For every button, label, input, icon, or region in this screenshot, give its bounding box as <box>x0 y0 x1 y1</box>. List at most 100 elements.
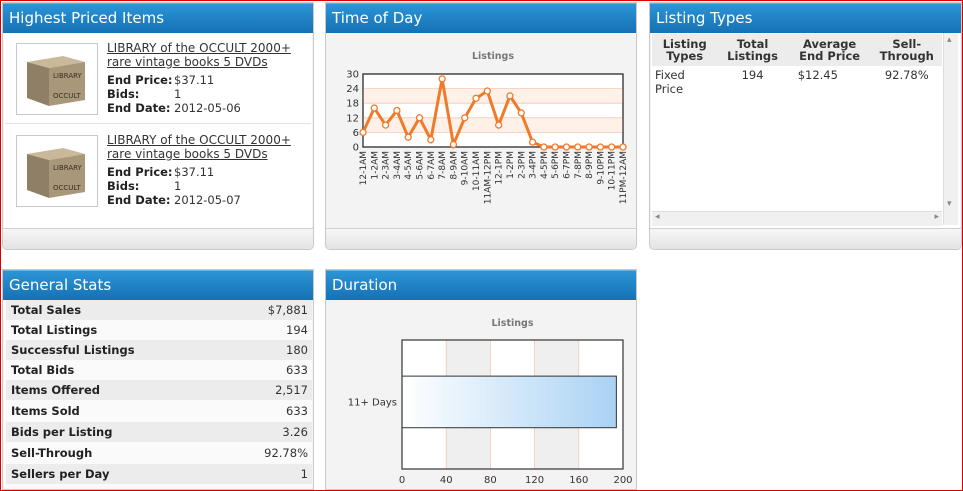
general-stats-body: Total Sales $7,881 Total Listings 194 Succ… <box>4 300 312 489</box>
stats-row-sellers-per-day: Sellers per Day 1 <box>6 464 312 484</box>
scroll-up-icon[interactable]: ▴ <box>947 35 952 45</box>
stats-row-bids-per-listing: Bids per Listing 3.26 <box>6 422 312 442</box>
grid-band <box>363 88 623 104</box>
y-tick-label: 0 <box>353 143 359 154</box>
x-tick-label: 4-5AM <box>404 151 414 180</box>
end-date-row: End Date: 2012-05-07 <box>107 193 241 207</box>
x-tick-label: 10-11AM <box>472 151 482 191</box>
table-row: Fixed Price 194 $12.45 92.78% <box>652 66 942 98</box>
listing-types-header: Listing Types <box>650 3 961 33</box>
item-title-link[interactable]: LIBRARY of the OCCULT 2000+ rare vintage… <box>107 133 291 161</box>
chart-title: Listings <box>472 51 514 62</box>
general-stats-panel: General Stats Total Sales $7,881 Total Li… <box>2 269 314 490</box>
svg-text:OCCULT: OCCULT <box>53 184 81 192</box>
scroll-right-icon[interactable]: ▸ <box>934 212 939 222</box>
x-tick-label: 11PM-12AM <box>619 151 629 204</box>
cell-sell-through: 92.78% <box>884 68 929 82</box>
data-point <box>438 75 446 83</box>
data-point <box>483 87 491 95</box>
item-title-link[interactable]: LIBRARY of the OCCULT 2000+ rare vintage… <box>107 41 291 69</box>
panel-footer <box>326 228 636 249</box>
data-point <box>370 104 378 112</box>
data-point <box>472 94 480 102</box>
data-point <box>608 143 616 151</box>
panel-footer <box>650 228 961 249</box>
x-tick-label: 12-1PM <box>495 151 505 185</box>
x-tick-label: 12-1AM <box>359 151 369 185</box>
data-point <box>506 92 514 100</box>
chart-title: Listings <box>492 318 534 329</box>
item-thumbnail[interactable]: LIBRARY OCCULT <box>16 43 98 115</box>
x-tick-label: 2-3AM <box>382 151 392 180</box>
x-tick-label: 5-6AM <box>416 151 426 180</box>
col-listing-types[interactable]: Listing Types <box>652 34 718 66</box>
horizontal-scrollbar[interactable]: ◂ ▸ <box>652 211 942 226</box>
scroll-down-icon[interactable]: ▾ <box>947 199 952 209</box>
x-tick-label: 160 <box>569 475 588 486</box>
svg-text:LIBRARY: LIBRARY <box>53 164 83 172</box>
y-tick-label: 12 <box>346 113 359 124</box>
x-tick-label: 11AM-12PM <box>483 151 493 204</box>
highest-priced-header: Highest Priced Items <box>3 3 313 33</box>
general-stats-header: General Stats <box>3 270 313 300</box>
x-tick-label: 2-3PM <box>517 151 527 179</box>
col-total-listings[interactable]: Total Listings <box>717 34 788 66</box>
book-box-icon: LIBRARY OCCULT <box>27 56 85 106</box>
highest-priced-panel: Highest Priced Items LIBRARY OCCULT LIBR… <box>2 2 314 250</box>
x-tick-label: 6-7AM <box>427 151 437 180</box>
listing-types-table: Listing Types Total Listings Average End… <box>652 34 942 98</box>
y-tick-label: 30 <box>346 70 359 81</box>
bar <box>401 375 617 429</box>
list-item: LIBRARY OCCULT LIBRARY of the OCCULT 200… <box>12 129 312 211</box>
x-tick-label: 120 <box>525 475 544 486</box>
data-point <box>359 128 367 137</box>
book-box-icon: LIBRARY OCCULT <box>27 148 85 198</box>
data-point <box>495 121 503 129</box>
x-tick-label: 40 <box>440 475 453 486</box>
stats-row-items-sold: Items Sold 633 <box>11 404 308 418</box>
duration-body: Listings 0 40 80 120 160 200 11+ Days <box>327 300 635 489</box>
bids-row: Bids: 1 <box>107 179 182 193</box>
x-tick-label: 1-2PM <box>506 151 516 179</box>
data-point <box>619 143 627 151</box>
vertical-scrollbar[interactable]: ▴ ▾ <box>943 33 958 225</box>
svg-text:LIBRARY: LIBRARY <box>53 72 83 80</box>
duration-chart: Listings 0 40 80 120 160 200 11+ Days <box>348 318 633 486</box>
x-tick-label: 7-8AM <box>438 151 448 180</box>
item-thumbnail[interactable]: LIBRARY OCCULT <box>16 135 98 207</box>
data-point <box>562 143 571 151</box>
x-tick-label: 200 <box>613 475 632 486</box>
x-tick-label: 3-4PM <box>529 151 539 179</box>
cell-total-listings: 194 <box>741 68 764 82</box>
x-tick-label: 5-6PM <box>551 151 561 179</box>
stats-row-total-bids: Total Bids 633 <box>11 363 308 377</box>
data-point <box>596 143 605 151</box>
data-point <box>381 121 390 129</box>
bids-row: Bids: 1 <box>107 87 182 101</box>
data-point <box>517 109 525 117</box>
x-tick-label: 6-7PM <box>562 151 572 179</box>
col-sell-through[interactable]: Sell-Through <box>871 34 942 66</box>
scroll-left-icon[interactable]: ◂ <box>655 212 660 222</box>
data-point <box>449 140 458 149</box>
end-price-row: End Price: $37.11 <box>107 73 215 87</box>
y-tick-label: 18 <box>346 99 359 110</box>
y-tick-label: 6 <box>353 128 359 139</box>
data-point <box>528 138 537 146</box>
x-tick-label: 0 <box>399 475 405 486</box>
y-tick-label: 11+ Days <box>348 397 397 408</box>
cell-average-end-price: $12.45 <box>797 68 838 82</box>
plot-border <box>362 73 624 148</box>
data-point <box>393 106 401 115</box>
time-of-day-panel: Time of Day Listings 0 6 12 18 24 30 12-1AM 1-2A… <box>325 2 637 250</box>
end-price-row: End Price: $37.11 <box>107 165 215 179</box>
col-average-end-price[interactable]: Average End Price <box>787 34 872 66</box>
x-tick-label: 7-8PM <box>574 151 584 179</box>
svg-text:OCCULT: OCCULT <box>53 92 81 100</box>
stats-row-total-sales: Total Sales $7,881 <box>6 300 312 320</box>
data-point <box>461 114 469 122</box>
plot-border <box>401 339 624 470</box>
x-tick-label: 10-11PM <box>608 151 618 190</box>
x-tick-label: 3-4AM <box>393 151 403 180</box>
